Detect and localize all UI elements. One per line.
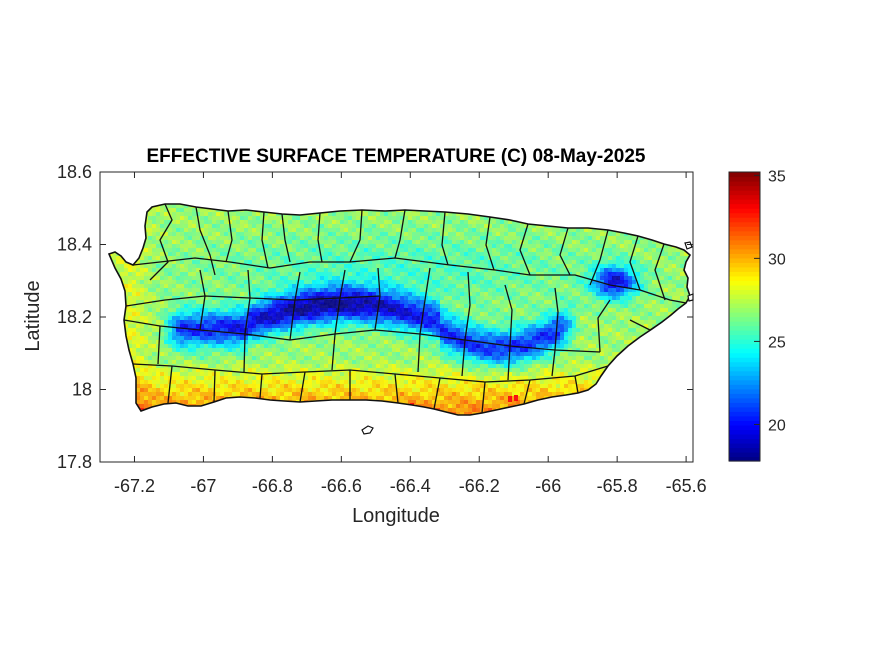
map-figure: -67.2 -67 -66.8 -66.6 -66.4 -66.2 -66 -65.8 -65.… xyxy=(22,146,786,527)
